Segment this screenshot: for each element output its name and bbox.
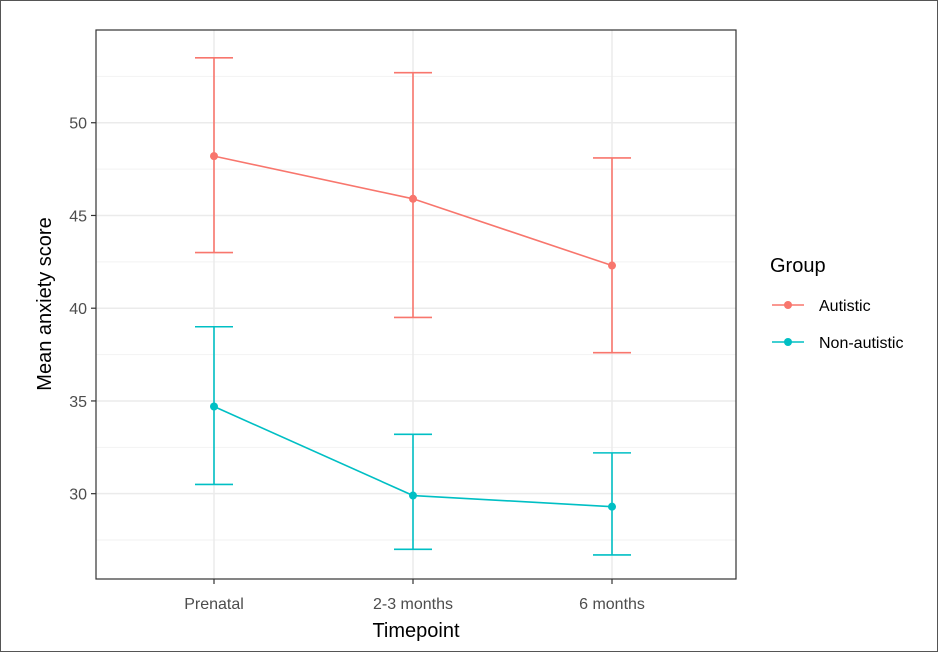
y-tick-label: 40 <box>69 301 87 318</box>
x-tick-label: 6 months <box>579 596 645 613</box>
data-point <box>210 402 218 411</box>
plot-background <box>96 30 736 579</box>
legend-key <box>772 301 804 309</box>
legend-title: Group <box>770 255 826 277</box>
legend: Group Autistic Non-autistic <box>770 255 903 352</box>
y-tick-label: 30 <box>69 487 87 504</box>
legend-key-point <box>784 338 792 346</box>
legend-label: Autistic <box>819 298 871 315</box>
grid-minor <box>96 75 736 541</box>
x-axis: Prenatal 2-3 months 6 months <box>184 579 645 613</box>
y-tick-label: 35 <box>69 394 87 411</box>
legend-key-point <box>784 301 792 309</box>
legend-key <box>772 338 804 346</box>
legend-label: Non-autistic <box>819 335 903 352</box>
series-layer <box>195 57 631 556</box>
y-tick-label: 45 <box>69 208 87 225</box>
data-point <box>608 502 616 511</box>
data-point <box>210 152 218 161</box>
y-tick-label: 50 <box>69 116 87 133</box>
x-tick-label: Prenatal <box>184 596 244 613</box>
y-axis-title: Mean anxiety score <box>34 217 56 390</box>
x-tick-label: 2-3 months <box>373 596 453 613</box>
data-point <box>608 261 616 270</box>
data-point <box>409 491 417 500</box>
y-axis: 30 35 40 45 50 <box>69 116 96 504</box>
x-axis-title: Timepoint <box>372 620 460 642</box>
data-point <box>409 194 417 203</box>
series-non-autistic <box>195 325 631 556</box>
series-autistic <box>195 57 631 354</box>
plot-border <box>95 29 737 580</box>
